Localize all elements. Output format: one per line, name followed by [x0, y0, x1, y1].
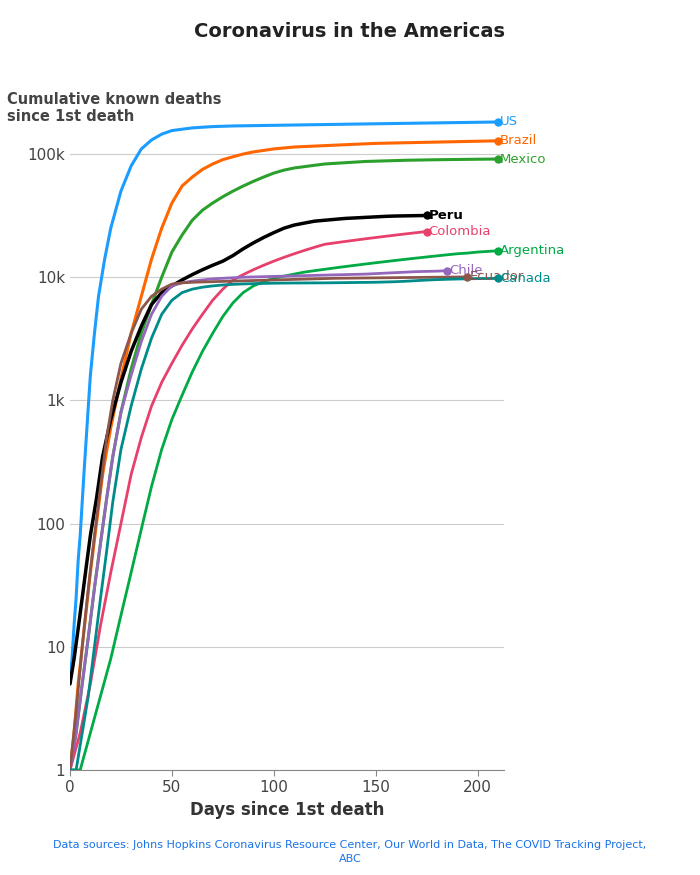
Text: Ecuador: Ecuador: [470, 270, 524, 284]
Text: Mexico: Mexico: [500, 152, 547, 165]
Text: Cumulative known deaths
since 1st death: Cumulative known deaths since 1st death: [7, 92, 221, 124]
Text: Colombia: Colombia: [428, 225, 491, 238]
Text: Data sources: Johns Hopkins Coronavirus Resource Center, Our World in Data, The : Data sources: Johns Hopkins Coronavirus …: [53, 841, 647, 864]
Text: Coronavirus in the Americas: Coronavirus in the Americas: [195, 22, 505, 41]
Text: US: US: [500, 116, 518, 129]
X-axis label: Days since 1st death: Days since 1st death: [190, 801, 384, 819]
Text: Argentina: Argentina: [500, 244, 565, 257]
Text: Brazil: Brazil: [500, 135, 537, 147]
Text: Peru: Peru: [428, 209, 463, 222]
Text: Chile: Chile: [449, 264, 482, 277]
Text: Canada: Canada: [500, 272, 550, 285]
